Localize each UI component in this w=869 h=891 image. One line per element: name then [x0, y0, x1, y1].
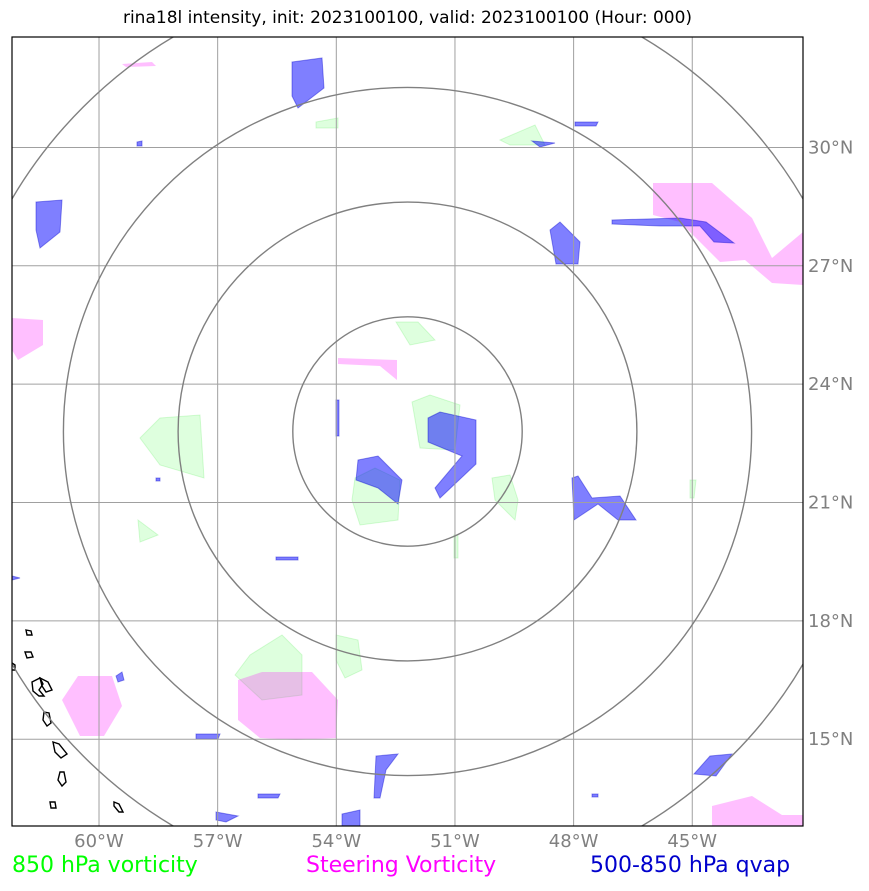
range-ring — [292, 316, 523, 547]
steering-vorticity-region — [653, 183, 803, 285]
qvap-region — [591, 793, 599, 798]
steering-vorticity-region — [238, 672, 338, 740]
map-frame — [11, 36, 804, 827]
qvap-region — [530, 140, 556, 148]
range-ring — [177, 201, 638, 662]
steering-vorticity-contours — [12, 62, 803, 826]
longitude-label: 60°W — [74, 831, 124, 852]
latitude-tick-labels: 30°N 27°N 24°N 21°N 18°N 15°N — [808, 137, 853, 750]
latitude-label: 15°N — [808, 729, 853, 750]
steering-vorticity-region — [62, 676, 122, 736]
latitude-label: 24°N — [808, 374, 853, 395]
island-outline — [25, 629, 33, 636]
island-outline — [38, 676, 53, 693]
latitude-label: 27°N — [808, 256, 853, 277]
qvap-region — [341, 809, 361, 826]
qvap-region — [12, 575, 21, 581]
legend-qvap: 500-850 hPa qvap — [590, 853, 791, 878]
vorticity-850-region — [689, 479, 697, 499]
qvap-region — [427, 411, 477, 499]
qvap-region — [611, 217, 736, 244]
vorticity-850-region — [395, 321, 436, 346]
island-outline — [57, 771, 67, 788]
qvap-region — [291, 57, 325, 109]
longitude-label: 48°W — [549, 831, 599, 852]
island-outline — [24, 651, 34, 659]
qvap-region — [571, 475, 637, 521]
island-outline — [42, 711, 52, 728]
longitude-label: 54°W — [311, 831, 361, 852]
steering-vorticity-region — [122, 62, 156, 67]
vorticity-850-region — [137, 518, 160, 543]
latitude-label: 30°N — [808, 137, 853, 158]
island-outline — [12, 662, 16, 671]
latitude-label: 18°N — [808, 611, 853, 632]
legend-850-vorticity: 850 hPa vorticity — [12, 853, 198, 878]
qvap-region — [35, 199, 63, 249]
graticule — [12, 37, 803, 826]
steering-vorticity-region — [12, 318, 43, 360]
longitude-label: 51°W — [430, 831, 480, 852]
qvap-region — [195, 733, 221, 740]
qvap-region — [136, 140, 143, 147]
longitude-tick-labels: 60°W 57°W 54°W 51°W 48°W 45°W — [74, 831, 717, 852]
vorticity-850-region — [491, 474, 519, 522]
qvap-region — [549, 221, 581, 265]
vorticity-850-region — [139, 414, 205, 479]
steering-vorticity-region — [338, 358, 397, 380]
island-outline — [113, 800, 125, 813]
longitude-label: 45°W — [667, 831, 717, 852]
qvap-region — [257, 793, 281, 799]
qvap-contours — [12, 57, 736, 826]
map-title: rina18l intensity, init: 2023100100, val… — [122, 8, 693, 28]
island-outline — [49, 801, 57, 809]
coastline — [12, 629, 125, 813]
qvap-region — [692, 753, 734, 777]
island-outline — [52, 740, 69, 759]
latitude-label: 21°N — [808, 493, 853, 514]
qvap-region — [373, 753, 400, 799]
qvap-region — [215, 811, 240, 823]
vorticity-850-contours — [137, 117, 697, 701]
qvap-region — [275, 556, 299, 561]
vorticity-850-region — [315, 117, 339, 129]
qvap-region — [355, 455, 403, 505]
legend-steering-vorticity: Steering Vorticity — [306, 853, 497, 878]
vorticity-850-region — [335, 634, 363, 679]
qvap-region — [574, 121, 599, 127]
qvap-region — [155, 477, 161, 482]
range-ring — [62, 86, 753, 777]
longitude-label: 57°W — [193, 831, 243, 852]
vorticity-850-region — [234, 634, 303, 701]
steering-vorticity-region — [712, 796, 803, 826]
qvap-region — [115, 671, 125, 683]
